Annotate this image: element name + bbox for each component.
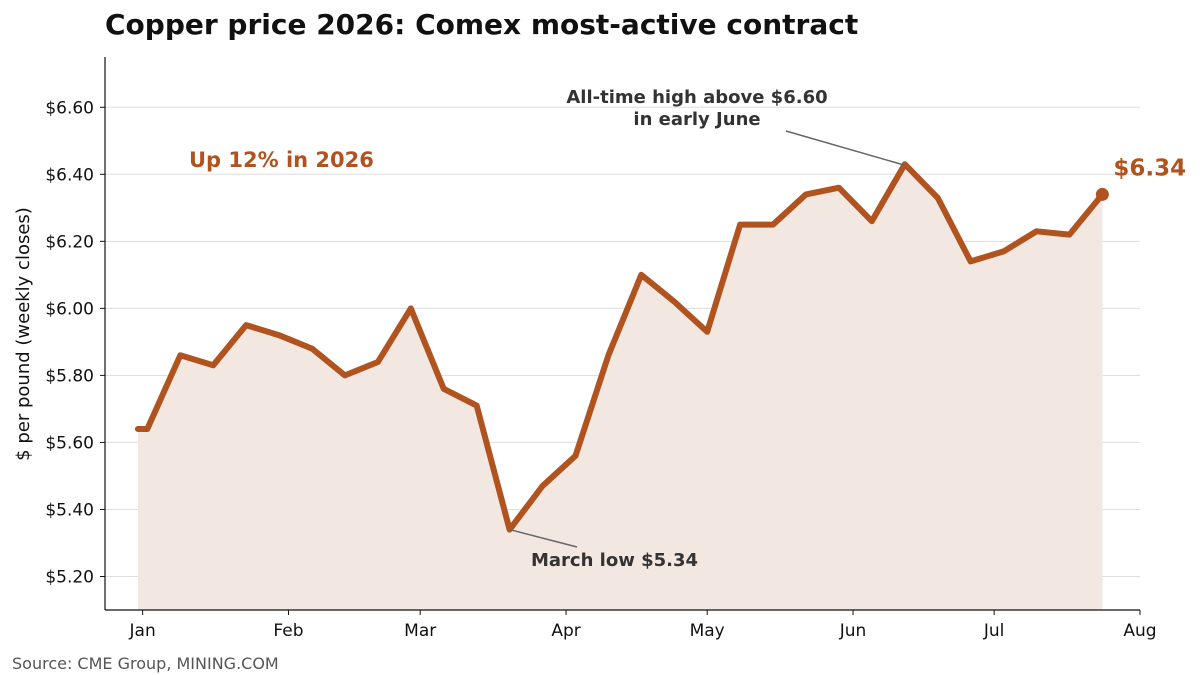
y-tick-label: $6.40 (45, 165, 94, 185)
x-tick-label: Mar (404, 621, 436, 641)
x-tick-label: Aug (1123, 621, 1156, 641)
x-tick-label: Jan (129, 621, 156, 641)
price-series-line (134, 161, 1106, 533)
y-tick-label: $5.20 (45, 567, 94, 587)
all-time-high-label-line1: All-time high above $6.60 (566, 87, 827, 108)
last-value-label: $6.34 (1113, 155, 1186, 181)
y-tick-label: $5.40 (45, 500, 94, 520)
x-tick-label: May (690, 621, 725, 641)
x-tick-label: Apr (551, 621, 580, 641)
y-axis-label: $ per pound (weekly closes) (13, 207, 34, 461)
chart-title: Copper price 2026: Comex most-active con… (105, 8, 859, 41)
tick-labels: $5.20 $5.40 $5.60 $5.80 $6.00 $6.20 $6.40 $6.60… (45, 98, 1156, 641)
march-low-label: March low $5.34 (531, 550, 698, 571)
all-time-high-label-line2: in early June (633, 109, 760, 130)
y-tick-label: $6.60 (45, 98, 94, 118)
y-tick-label: $6.00 (45, 299, 94, 319)
last-value-marker (1095, 187, 1109, 201)
march-low-pointer (509, 528, 578, 548)
x-tick-label: Jun (839, 621, 867, 641)
all-time-high-pointer (785, 130, 905, 166)
y-tick-label: $5.80 (45, 366, 94, 386)
source-note: Source: CME Group, MINING.COM (12, 654, 279, 673)
price-area-fill (137, 164, 1103, 610)
x-tick-label: Feb (273, 621, 303, 641)
ytd-change-label: Up 12% in 2026 (189, 148, 374, 172)
annotations: $6.34 Up 12% in 2026 All-time high above $… (189, 87, 1186, 571)
y-tick-label: $6.20 (45, 232, 94, 252)
axes (104, 57, 1140, 611)
x-tick-label: Jul (983, 621, 1005, 641)
y-tick-label: $5.60 (45, 433, 94, 453)
